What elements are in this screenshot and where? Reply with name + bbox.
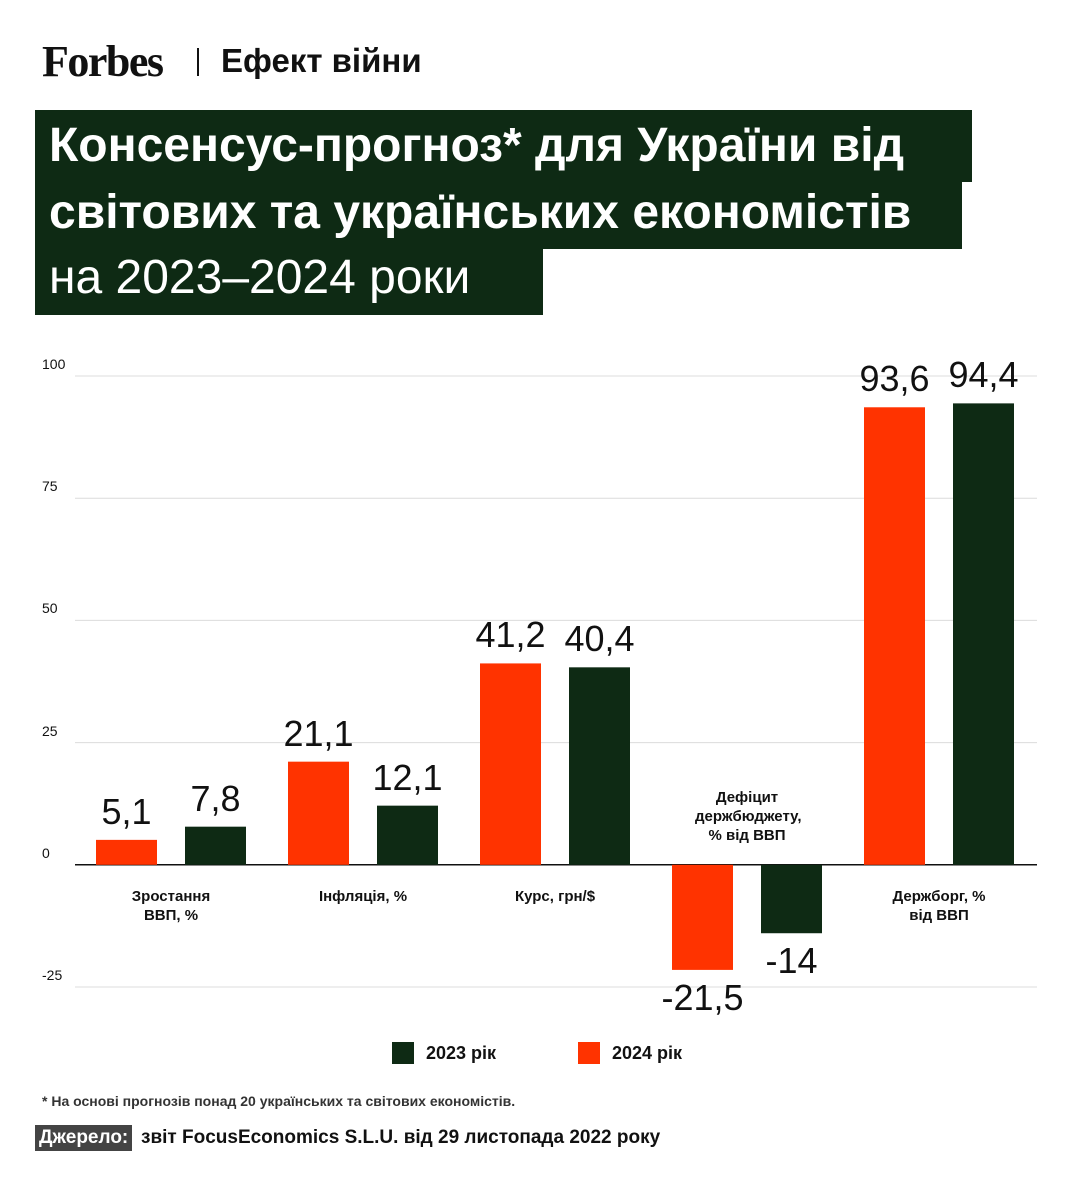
y-tick-label: -25 xyxy=(42,967,63,983)
legend-swatch xyxy=(578,1042,600,1064)
y-tick-label: 50 xyxy=(42,600,58,617)
bar xyxy=(672,864,733,970)
title-line: світових та українських економістів xyxy=(35,182,962,249)
y-tick-label: 100 xyxy=(42,356,66,372)
data-label: 5,1 xyxy=(101,790,152,832)
data-label: 93,6 xyxy=(859,358,930,400)
source-label: Джерело: xyxy=(35,1125,133,1151)
bar xyxy=(480,663,541,865)
bar xyxy=(864,407,925,865)
x-tick-label: Дефіцит держбюджету, % від ВВП xyxy=(695,788,802,844)
data-label: -21,5 xyxy=(661,976,744,1018)
x-tick-label: Інфляція, % xyxy=(318,887,408,905)
title-line: на 2023–2024 роки xyxy=(35,249,543,315)
brand: Forbes xyxy=(42,37,164,86)
y-tick-label: 0 xyxy=(42,844,50,861)
title-line: Консенсус-прогноз* для України від xyxy=(35,110,972,182)
bar xyxy=(185,826,246,865)
data-label: 12,1 xyxy=(372,756,443,798)
separator xyxy=(197,48,199,76)
source: звіт FocusEconomics S.L.U. від 29 листоп… xyxy=(141,1127,661,1148)
footnote: * На основі прогнозів понад 20 українськ… xyxy=(42,1093,516,1109)
data-label: -14 xyxy=(765,940,818,982)
bar xyxy=(377,805,438,865)
bar xyxy=(96,839,157,865)
section: Ефект війни xyxy=(221,42,422,79)
x-tick-label: Зростання ВВП, % xyxy=(131,887,211,924)
x-tick-label: Держборг, % від ВВП xyxy=(892,887,986,924)
legend-label: 2023 рік xyxy=(426,1043,497,1063)
legend-label: 2024 рік xyxy=(612,1043,683,1063)
data-label: 94,4 xyxy=(948,354,1019,396)
bar xyxy=(569,667,630,865)
data-label: 7,8 xyxy=(190,777,241,819)
x-tick-label: Курс, грн/$ xyxy=(514,887,596,905)
bar xyxy=(953,403,1014,865)
bar xyxy=(288,761,349,865)
legend-swatch xyxy=(392,1042,414,1064)
data-label: 21,1 xyxy=(283,712,354,754)
y-tick-label: 75 xyxy=(42,478,58,495)
data-label: 41,2 xyxy=(475,614,546,656)
y-tick-label: 25 xyxy=(42,722,58,739)
bar xyxy=(761,864,822,934)
data-label: 40,4 xyxy=(564,618,635,660)
